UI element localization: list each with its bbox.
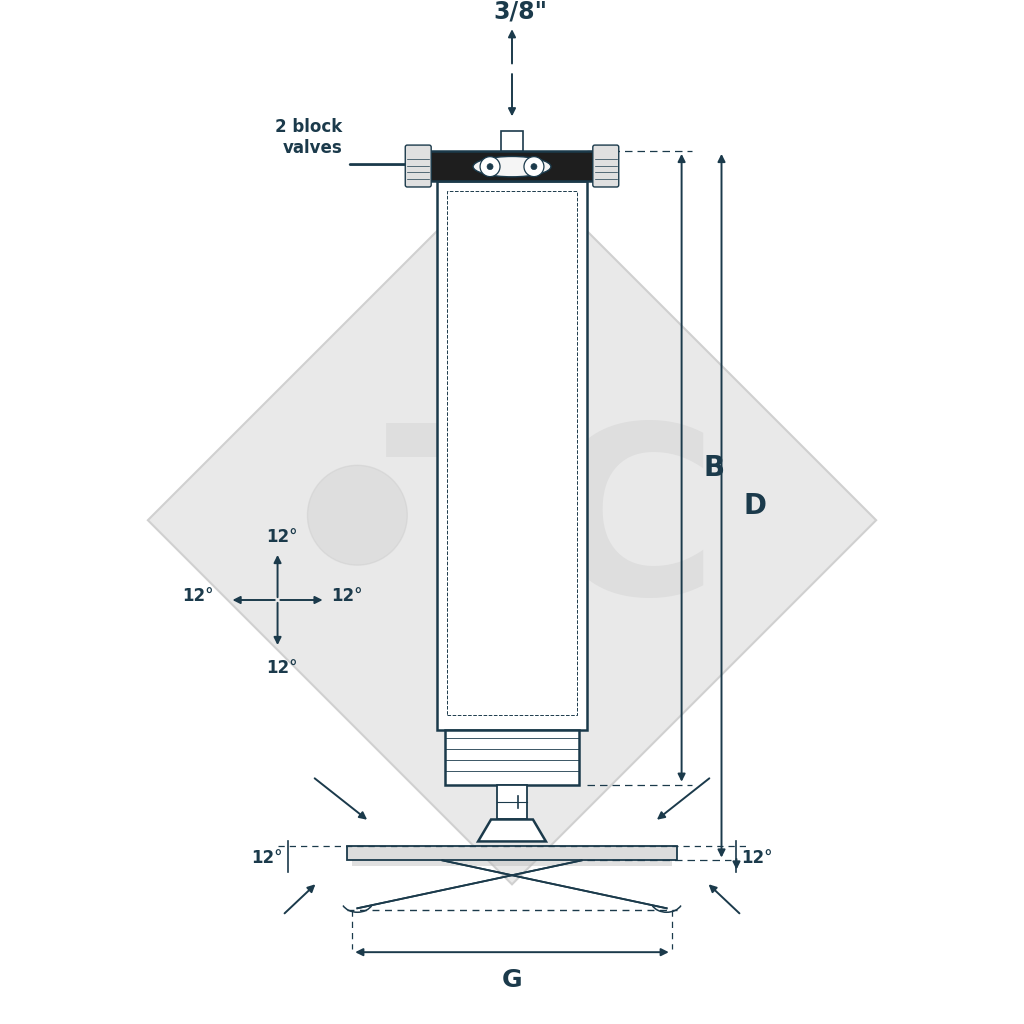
Circle shape <box>487 164 493 170</box>
Bar <box>429 152 595 181</box>
Bar <box>497 784 527 819</box>
Circle shape <box>524 157 544 176</box>
Text: D: D <box>743 492 766 520</box>
Text: 12°: 12° <box>266 528 297 546</box>
Text: 12°: 12° <box>332 587 364 605</box>
Text: 12°: 12° <box>182 587 213 605</box>
Text: 12°: 12° <box>741 849 773 867</box>
Circle shape <box>307 465 408 565</box>
Text: TC: TC <box>385 416 719 644</box>
Ellipse shape <box>473 157 551 177</box>
Text: 2 block
valves: 2 block valves <box>275 118 342 157</box>
Bar <box>501 131 523 152</box>
Bar <box>347 847 677 860</box>
FancyBboxPatch shape <box>406 145 431 187</box>
Polygon shape <box>478 819 546 842</box>
Bar <box>445 730 579 784</box>
Text: 12°: 12° <box>266 658 297 677</box>
Bar <box>352 860 672 866</box>
Circle shape <box>531 164 537 170</box>
Bar <box>437 181 587 730</box>
Text: 3/8": 3/8" <box>493 0 547 24</box>
Polygon shape <box>147 156 877 885</box>
FancyBboxPatch shape <box>593 145 618 187</box>
Bar <box>447 190 577 715</box>
Circle shape <box>480 157 500 176</box>
Text: 12°: 12° <box>251 849 283 867</box>
Text: G: G <box>502 968 522 992</box>
Text: B: B <box>703 454 725 482</box>
